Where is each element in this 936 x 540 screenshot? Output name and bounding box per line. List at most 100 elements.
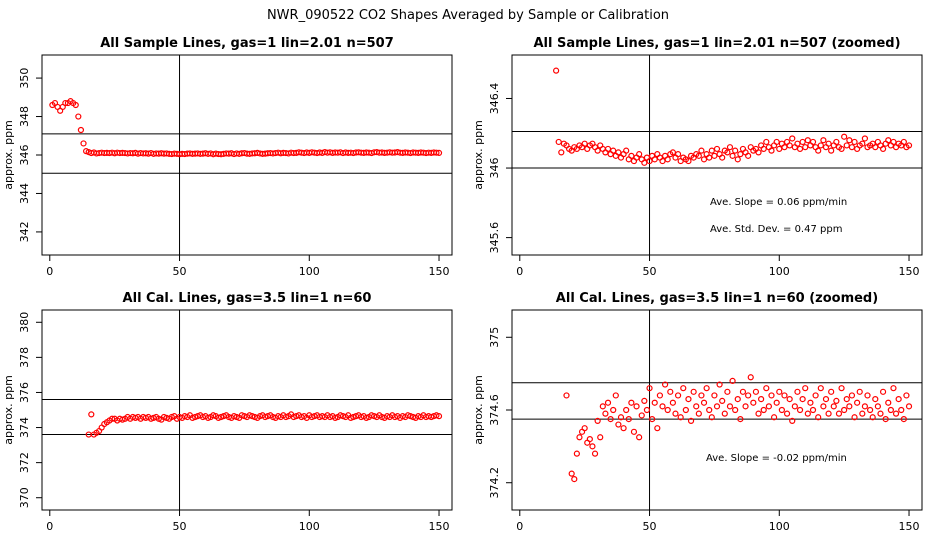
y-tick-label: 380 [18,312,31,333]
data-point [745,392,752,399]
annotation: Ave. Std. Dev. = 0.47 ppm [710,224,842,235]
data-point [641,397,648,405]
data-point [594,147,601,154]
data-point [796,145,804,153]
chart-title: All Sample Lines, gas=1 lin=2.01 n=507 [100,36,394,51]
data-point [804,137,811,144]
data-point [815,147,822,154]
data-point [867,406,874,414]
chart-title: All Cal. Lines, gas=3.5 lin=1 n=60 [123,291,372,306]
data-point [435,413,443,420]
data-point [900,415,907,423]
data-point [802,385,809,392]
data-point [674,151,682,158]
data-point [594,417,601,425]
data-point [859,410,866,417]
data-point [898,406,905,414]
data-points [85,411,443,438]
data-point [763,385,770,392]
data-point [708,414,715,421]
y-axis-label: approx. ppm [2,375,15,445]
data-point [820,137,827,144]
y-tick-label: 378 [18,347,31,368]
data-point [895,395,902,403]
y-axis-label: approx. ppm [472,375,485,445]
data-point [435,149,443,156]
x-tick-label: 50 [173,265,187,278]
data-point [667,388,674,395]
data-point [859,140,866,147]
data-point [742,403,749,410]
x-tick-label: 100 [299,265,320,278]
data-point [783,410,791,417]
x-tick-label: 150 [429,520,450,533]
y-tick-label: 344 [18,183,31,204]
data-point [674,392,682,399]
data-point [752,388,760,395]
data-point [872,144,879,151]
data-point [597,434,604,441]
data-point [768,147,775,154]
data-point [739,388,747,395]
data-point [789,135,796,142]
data-point [638,412,645,419]
y-tick-label: 374.6 [488,394,501,426]
data-point [721,410,728,417]
data-point [706,406,713,414]
data-point [75,113,82,120]
data-point [825,410,832,417]
y-tick-label: 346 [488,158,501,179]
data-point [62,99,69,107]
data-point [732,147,739,154]
data-point [690,388,697,395]
data-point [879,388,887,395]
data-point [636,151,643,158]
data-point [610,147,617,154]
x-tick-label: 50 [643,265,657,278]
data-point [734,395,741,403]
data-point [656,392,664,399]
data-point [786,395,793,403]
x-tick-label: 150 [899,265,920,278]
data-point [706,154,713,161]
data-point [716,381,723,388]
data-point [680,385,687,392]
data-point [669,399,676,406]
data-point [573,450,580,457]
data-point [737,151,744,158]
data-point [903,392,910,399]
data-point [812,392,819,399]
x-tick-label: 50 [173,520,187,533]
data-point [869,414,876,421]
data-point [745,152,752,159]
data-point [817,142,824,149]
data-point [905,403,913,410]
data-point [649,415,656,423]
data-point [646,385,653,392]
data-point [765,403,772,410]
data-point [900,138,907,146]
data-point [851,138,858,146]
data-point [846,137,853,144]
data-point [700,156,708,163]
annotation: Ave. Slope = -0.02 ppm/min [706,453,847,464]
data-point [791,403,798,410]
data-point [833,397,840,405]
x-tick-label: 0 [46,265,53,278]
data-point [750,399,757,406]
data-point [651,156,658,163]
data-point [711,152,718,159]
data-point [789,417,796,425]
y-tick-label: 346.4 [488,83,501,115]
data-point [835,410,843,417]
data-point [719,154,726,161]
data-point [760,145,767,153]
data-point [641,159,648,166]
data-point [804,410,811,417]
data-point [568,470,575,477]
data-point [643,406,651,414]
data-points [563,374,913,483]
y-axis-label: approx. ppm [2,120,15,190]
data-point [607,415,614,423]
data-point [623,406,630,414]
